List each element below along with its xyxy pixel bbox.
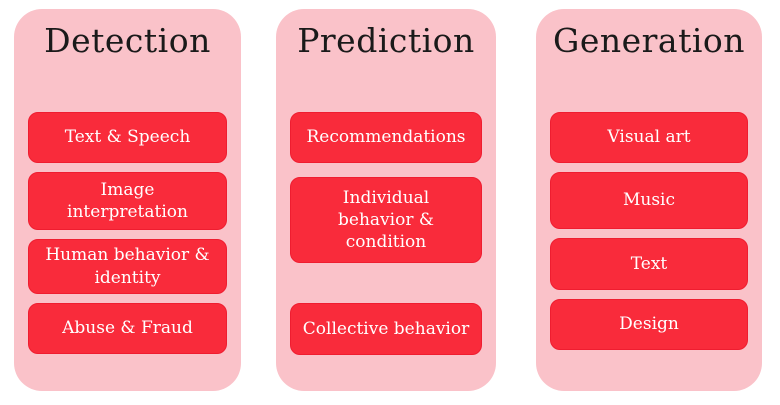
node-design: Design xyxy=(550,299,748,350)
panel-detection-title: Detection xyxy=(44,21,211,60)
panel-detection-nodes: Text & Speech Image interpretation Human… xyxy=(28,112,227,354)
node-individual-behavior-and-condition: Individual behavior & condition xyxy=(290,177,482,263)
node-music: Music xyxy=(550,172,748,229)
node-collective-behavior: Collective behavior xyxy=(290,303,482,355)
node-text-and-speech: Text & Speech xyxy=(28,112,227,163)
panel-detection: Detection Text & Speech Image interpreta… xyxy=(14,9,241,391)
panel-generation: Generation Visual art Music Text Design xyxy=(536,9,762,391)
node-image-interpretation: Image interpretation xyxy=(28,172,227,230)
panel-generation-nodes: Visual art Music Text Design xyxy=(550,112,748,350)
panel-prediction-title: Prediction xyxy=(297,21,475,60)
node-recommendations: Recommendations xyxy=(290,112,482,163)
node-text: Text xyxy=(550,238,748,290)
node-visual-art: Visual art xyxy=(550,112,748,163)
node-human-behavior-and-identity: Human behavior & identity xyxy=(28,239,227,294)
panel-prediction-nodes: Recommendations Individual behavior & co… xyxy=(290,112,482,355)
panel-generation-title: Generation xyxy=(552,21,746,60)
panel-prediction: Prediction Recommendations Individual be… xyxy=(276,9,496,391)
node-abuse-and-fraud: Abuse & Fraud xyxy=(28,303,227,354)
